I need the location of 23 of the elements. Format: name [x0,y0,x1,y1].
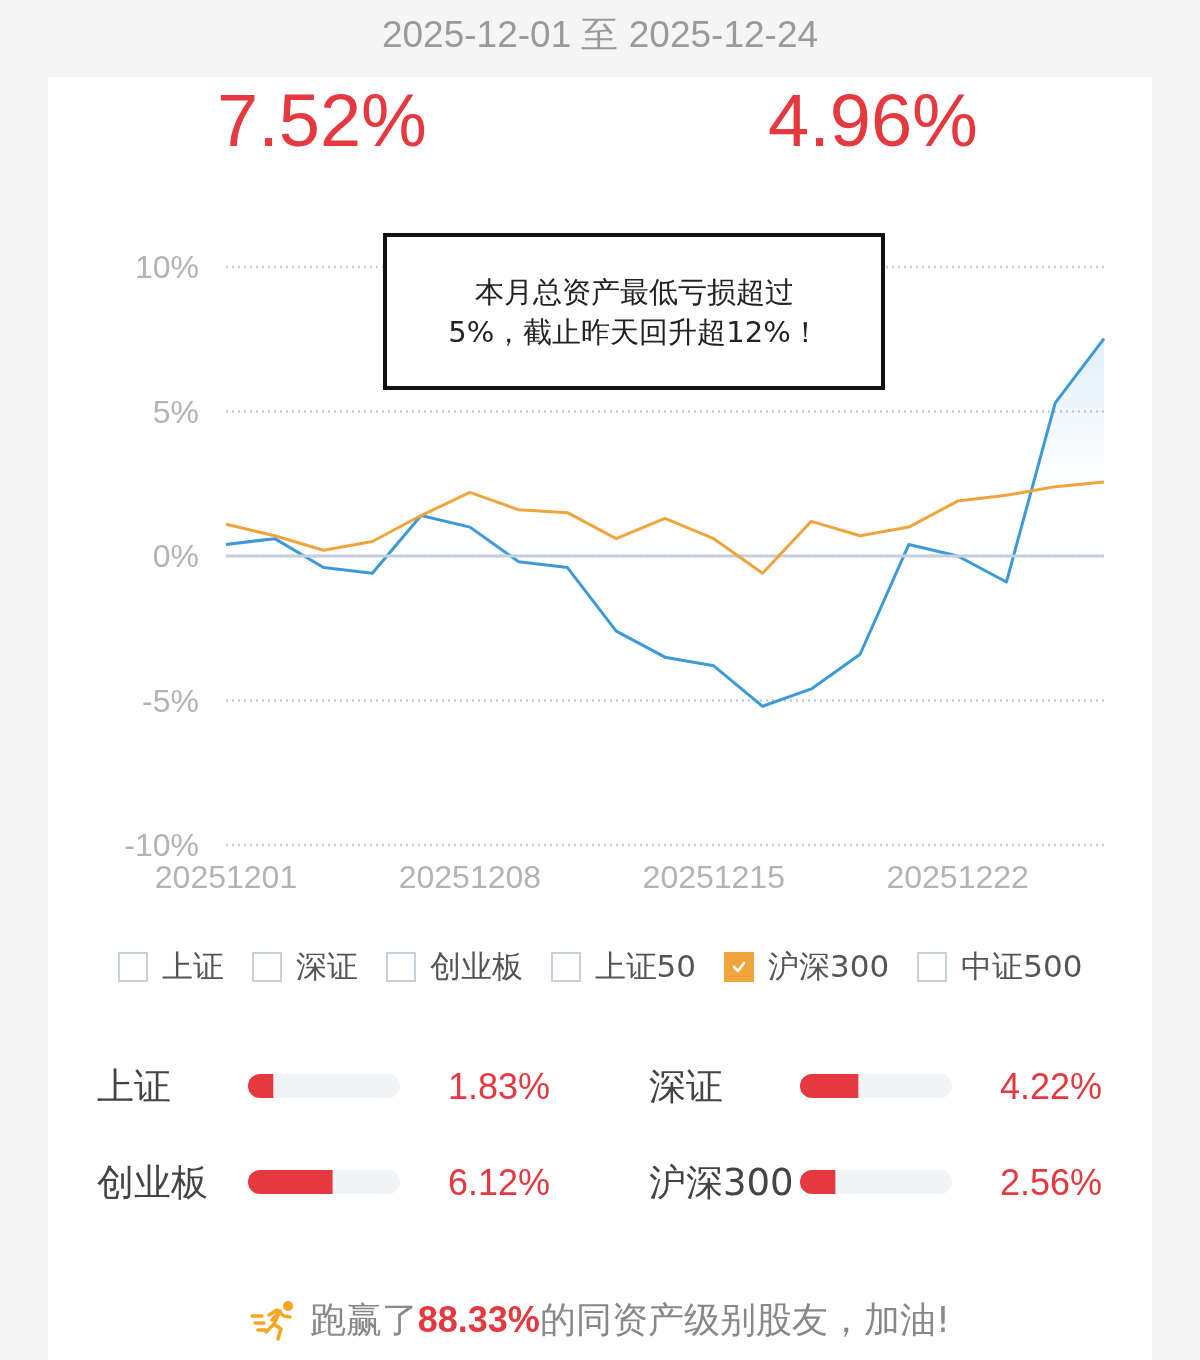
data-label: 1.83% [447,1065,550,1107]
chart-title: 2025-12-01 至 2025-12-24 [380,13,820,57]
y-tick-label: 创业板 [97,1160,208,1204]
line-series [224,480,1106,575]
data-label: 2.56% [999,1161,1102,1203]
legend-label: 创业板 [429,947,523,986]
annotation: 本月总资产最低亏损超过 5%，截止昨天回升超12%！ [448,273,820,351]
data-label: 6.12% [447,1161,550,1203]
y-tick-label: 5% [152,393,199,430]
legend-label: 沪深300 [768,947,890,986]
text: 跑赢了88.33%的同资产级别股友，加油! [309,1298,951,1340]
y-tick-label: 0% [152,538,199,575]
text: 4.96% [768,77,978,163]
x-tick-label: 20251215 [642,858,785,895]
data-label: 4.22% [999,1065,1102,1107]
legend-label: 深证 [295,947,358,986]
text: 7.52% [217,77,427,163]
x-tick-label: 20251208 [398,858,542,895]
x-tick-label: 20251222 [886,858,1029,895]
legend-label: 上证50 [594,947,697,986]
y-tick-label: 10% [134,249,199,286]
y-tick-label: -5% [142,682,199,719]
legend-label: 中证500 [961,947,1083,986]
